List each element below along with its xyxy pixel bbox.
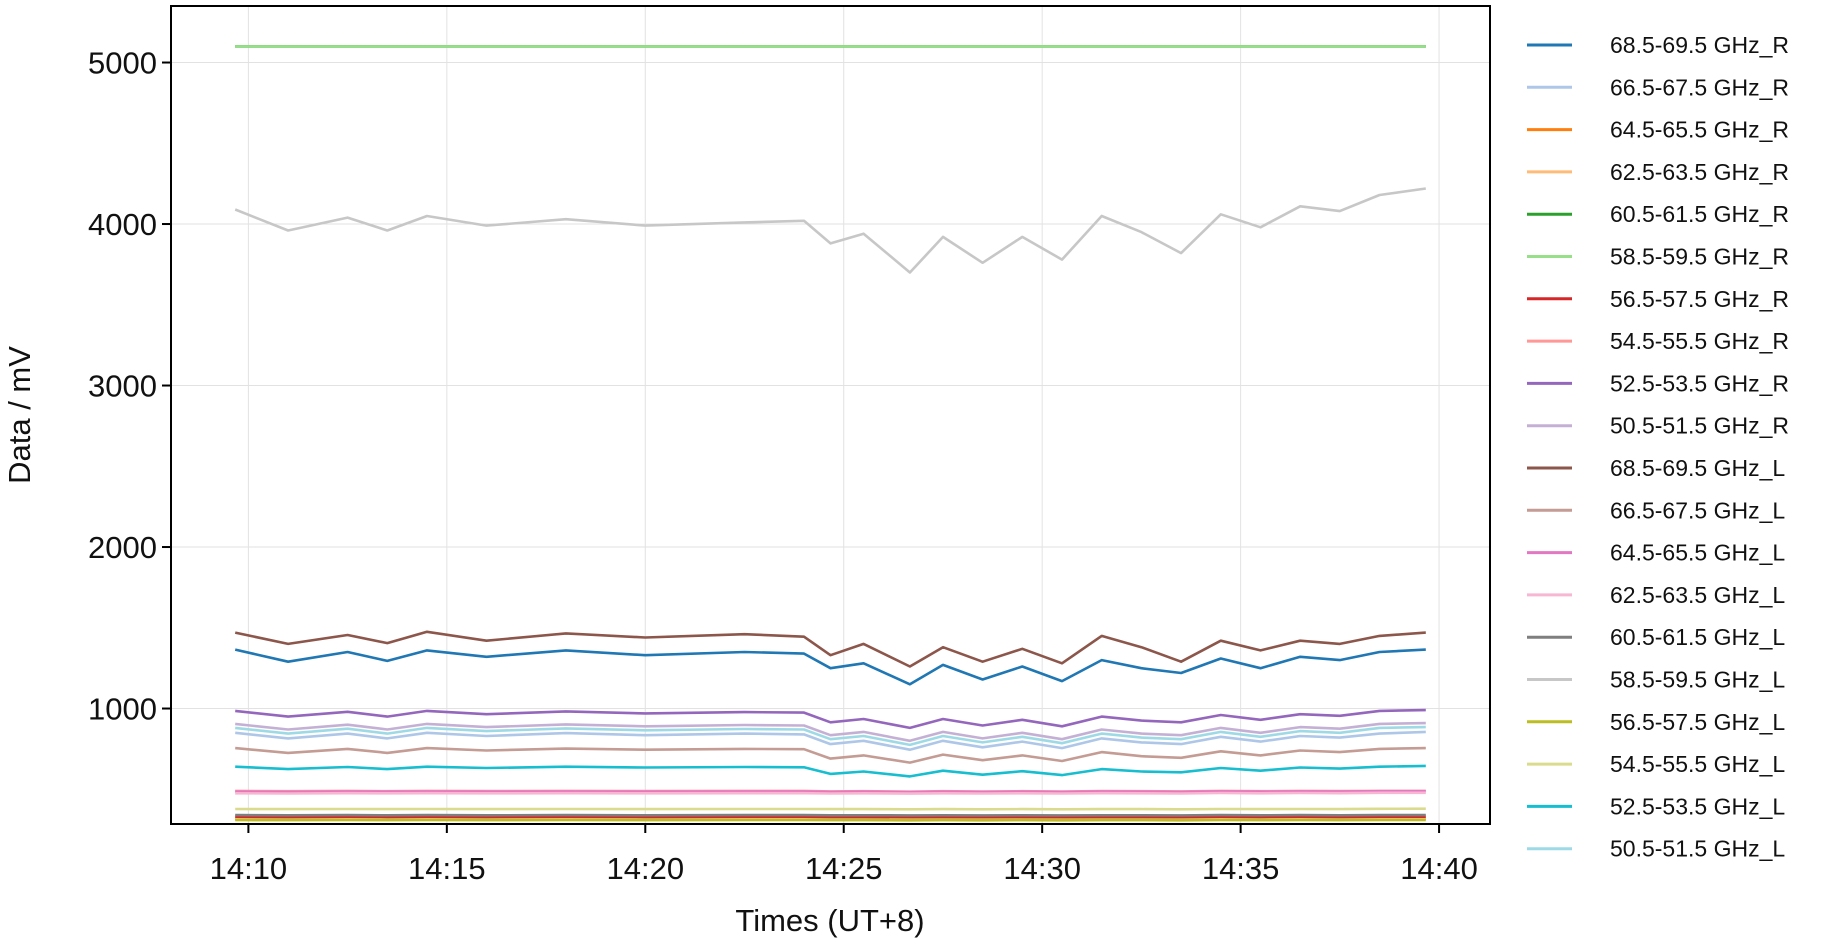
series-line (235, 632, 1426, 667)
x-tick-label: 14:40 (1400, 851, 1478, 886)
y-axis-ticks: 1000 2000 3000 4000 5000 (88, 46, 171, 727)
x-tick-label: 14:15 (408, 851, 486, 886)
x-tick-label: 14:30 (1003, 851, 1081, 886)
legend-entry-label: 52.5-53.5 GHz_R (1610, 370, 1789, 396)
x-tick-label: 14:20 (606, 851, 684, 886)
grid (171, 6, 1490, 824)
y-tick-label: 5000 (88, 46, 157, 81)
legend-entry-label: 58.5-59.5 GHz_R (1610, 244, 1789, 270)
x-axis-ticks: 14:10 14:15 14:20 14:25 14:30 14:35 14:40 (210, 824, 1478, 886)
legend-entry-label: 62.5-63.5 GHz_L (1610, 582, 1785, 608)
legend-entry-label: 50.5-51.5 GHz_L (1610, 836, 1785, 862)
y-tick-label: 3000 (88, 369, 157, 404)
legend-entry-label: 54.5-55.5 GHz_L (1610, 751, 1785, 777)
legend-entry-label: 62.5-63.5 GHz_R (1610, 159, 1789, 185)
series-line (235, 748, 1426, 763)
y-tick-label: 4000 (88, 207, 157, 242)
legend-entry-label: 66.5-67.5 GHz_L (1610, 497, 1785, 523)
legend-entry-label: 52.5-53.5 GHz_L (1610, 793, 1785, 819)
x-tick-label: 14:35 (1202, 851, 1280, 886)
series-line (235, 809, 1426, 810)
plot-frame (171, 6, 1490, 824)
y-tick-label: 1000 (88, 692, 157, 727)
legend-entry-label: 64.5-65.5 GHz_L (1610, 540, 1785, 566)
series-line (235, 793, 1426, 794)
series-line (235, 791, 1426, 792)
x-tick-label: 14:10 (210, 851, 288, 886)
legend-entry-label: 60.5-61.5 GHz_L (1610, 624, 1785, 650)
legend-entry-label: 60.5-61.5 GHz_R (1610, 201, 1789, 227)
legend-entry-label: 64.5-65.5 GHz_R (1610, 117, 1789, 143)
legend-entry-label: 68.5-69.5 GHz_L (1610, 455, 1785, 481)
legend-entry-label: 66.5-67.5 GHz_R (1610, 74, 1789, 100)
legend: 68.5-69.5 GHz_R 66.5-67.5 GHz_R 64.5-65.5 … (1527, 32, 1789, 862)
y-axis-label: Data / mV (2, 346, 37, 484)
series-lines (235, 46, 1426, 820)
legend-entry-label: 50.5-51.5 GHz_R (1610, 413, 1789, 439)
legend-entry-label: 58.5-59.5 GHz_L (1610, 667, 1785, 693)
y-tick-label: 2000 (88, 530, 157, 565)
x-axis-label: Times (UT+8) (735, 903, 924, 938)
legend-entry-label: 54.5-55.5 GHz_R (1610, 328, 1789, 354)
series-line (235, 189, 1426, 273)
legend-entry-label: 56.5-57.5 GHz_R (1610, 286, 1789, 312)
legend-entry-label: 56.5-57.5 GHz_L (1610, 709, 1785, 735)
legend-entry-label: 68.5-69.5 GHz_R (1610, 32, 1789, 58)
x-tick-label: 14:25 (805, 851, 883, 886)
series-line (235, 766, 1426, 777)
